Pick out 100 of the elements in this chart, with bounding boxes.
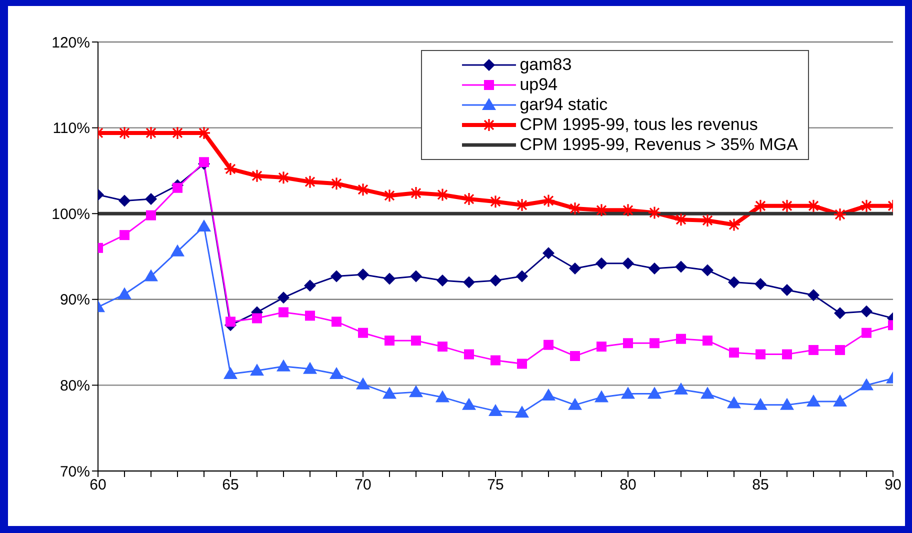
point xyxy=(702,264,714,276)
x-tick-label: 60 xyxy=(90,476,106,494)
point xyxy=(544,340,554,350)
point xyxy=(860,305,872,318)
point xyxy=(860,199,874,213)
point xyxy=(648,262,660,275)
point xyxy=(464,349,474,360)
point xyxy=(754,199,768,213)
point xyxy=(436,188,450,202)
point xyxy=(542,247,554,260)
point xyxy=(144,269,158,282)
point xyxy=(648,386,662,399)
point xyxy=(754,278,766,290)
point xyxy=(303,175,317,189)
point xyxy=(462,192,476,206)
point xyxy=(674,382,688,394)
point xyxy=(358,328,368,338)
point xyxy=(517,358,527,369)
point xyxy=(594,390,608,402)
point xyxy=(515,198,529,212)
point xyxy=(170,244,184,256)
x-tick-label: 75 xyxy=(487,476,504,494)
point xyxy=(674,212,688,226)
point xyxy=(729,348,739,358)
point xyxy=(860,378,874,390)
point xyxy=(648,206,662,220)
point xyxy=(382,188,396,202)
x-tick-label: 90 xyxy=(884,476,902,494)
point xyxy=(197,126,211,140)
x-tick-label: 65 xyxy=(222,476,239,494)
point xyxy=(305,310,315,321)
point xyxy=(621,386,635,399)
point xyxy=(516,270,528,282)
point xyxy=(542,194,556,208)
point xyxy=(276,170,290,184)
point xyxy=(808,345,818,356)
point xyxy=(806,199,820,213)
point xyxy=(728,276,740,288)
point xyxy=(780,199,794,213)
point xyxy=(411,336,421,346)
point xyxy=(356,182,370,196)
legend-label: CPM 1995-99, tous les revenus xyxy=(520,115,758,135)
point xyxy=(833,208,847,222)
point xyxy=(409,186,423,200)
point xyxy=(782,349,792,360)
point xyxy=(834,307,846,320)
point xyxy=(570,351,580,362)
point xyxy=(438,342,448,352)
point xyxy=(172,182,182,193)
y-tick-label: 110% xyxy=(52,120,90,138)
point xyxy=(303,362,317,374)
point xyxy=(596,257,608,270)
point xyxy=(276,359,290,372)
point xyxy=(382,386,396,399)
point xyxy=(463,276,475,288)
point xyxy=(118,287,132,300)
x-tick-label: 85 xyxy=(752,476,769,494)
point xyxy=(224,367,238,380)
point xyxy=(862,328,872,338)
point xyxy=(357,268,369,281)
legend-label: gam83 xyxy=(520,55,572,75)
y-tick-label: 90% xyxy=(60,292,90,309)
y-tick-label: 120% xyxy=(52,34,90,52)
point xyxy=(252,313,262,324)
point xyxy=(542,388,556,400)
point xyxy=(199,157,209,168)
point xyxy=(727,396,741,408)
point xyxy=(278,292,290,304)
point xyxy=(410,270,422,282)
point xyxy=(781,284,793,296)
point xyxy=(462,398,476,410)
point xyxy=(675,260,687,273)
legend-label: up94 xyxy=(520,75,558,95)
point xyxy=(436,390,450,402)
point xyxy=(384,336,394,346)
point xyxy=(727,218,741,232)
point xyxy=(754,398,768,410)
point xyxy=(278,307,288,318)
legend-label: CPM 1995-99, Revenus > 35% MGA xyxy=(520,135,798,155)
point xyxy=(330,176,344,190)
point xyxy=(700,386,714,399)
point xyxy=(197,219,211,232)
point xyxy=(118,194,130,207)
point xyxy=(250,364,264,376)
point xyxy=(145,193,157,206)
point xyxy=(835,345,845,356)
point xyxy=(118,126,132,140)
point xyxy=(594,203,608,217)
point xyxy=(409,385,423,398)
point xyxy=(568,398,582,410)
point xyxy=(490,274,502,287)
point xyxy=(780,398,794,410)
point xyxy=(356,377,370,390)
point xyxy=(170,126,184,140)
y-tick-label: 80% xyxy=(60,378,90,395)
point xyxy=(806,394,820,406)
point xyxy=(833,394,847,406)
point xyxy=(146,210,156,220)
point xyxy=(808,289,820,302)
point xyxy=(700,214,714,228)
